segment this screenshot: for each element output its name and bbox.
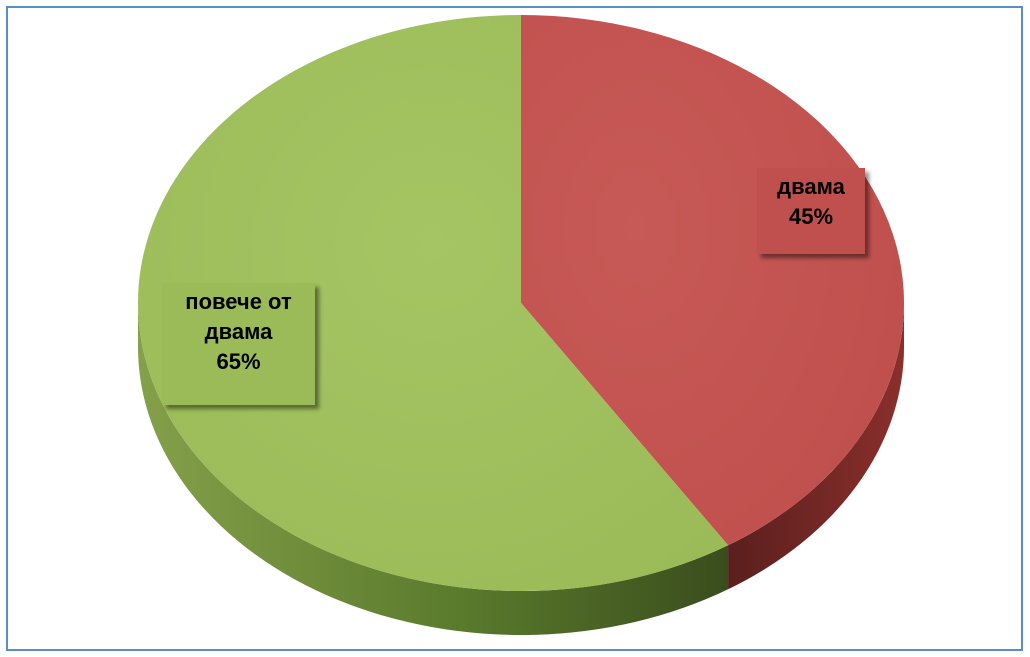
slice-label-poveche-line2: двама [204, 319, 273, 344]
pie-side-poveche-ot-dvama [138, 303, 729, 636]
slice-value-poveche: 65% [216, 349, 261, 374]
slice-value-dvama: 45% [788, 204, 834, 229]
pie-slice-dvama [521, 15, 904, 546]
slice-label-dvama: двама [777, 174, 845, 199]
data-label-poveche-ot-dvama: повече от двама 65% [162, 283, 315, 405]
pie-slice-poveche-ot-dvama [137, 15, 729, 591]
data-label-dvama: двама 45% [757, 168, 865, 254]
slice-label-poveche-line1: повече от [185, 289, 292, 314]
pie-side-dvama [728, 303, 904, 590]
